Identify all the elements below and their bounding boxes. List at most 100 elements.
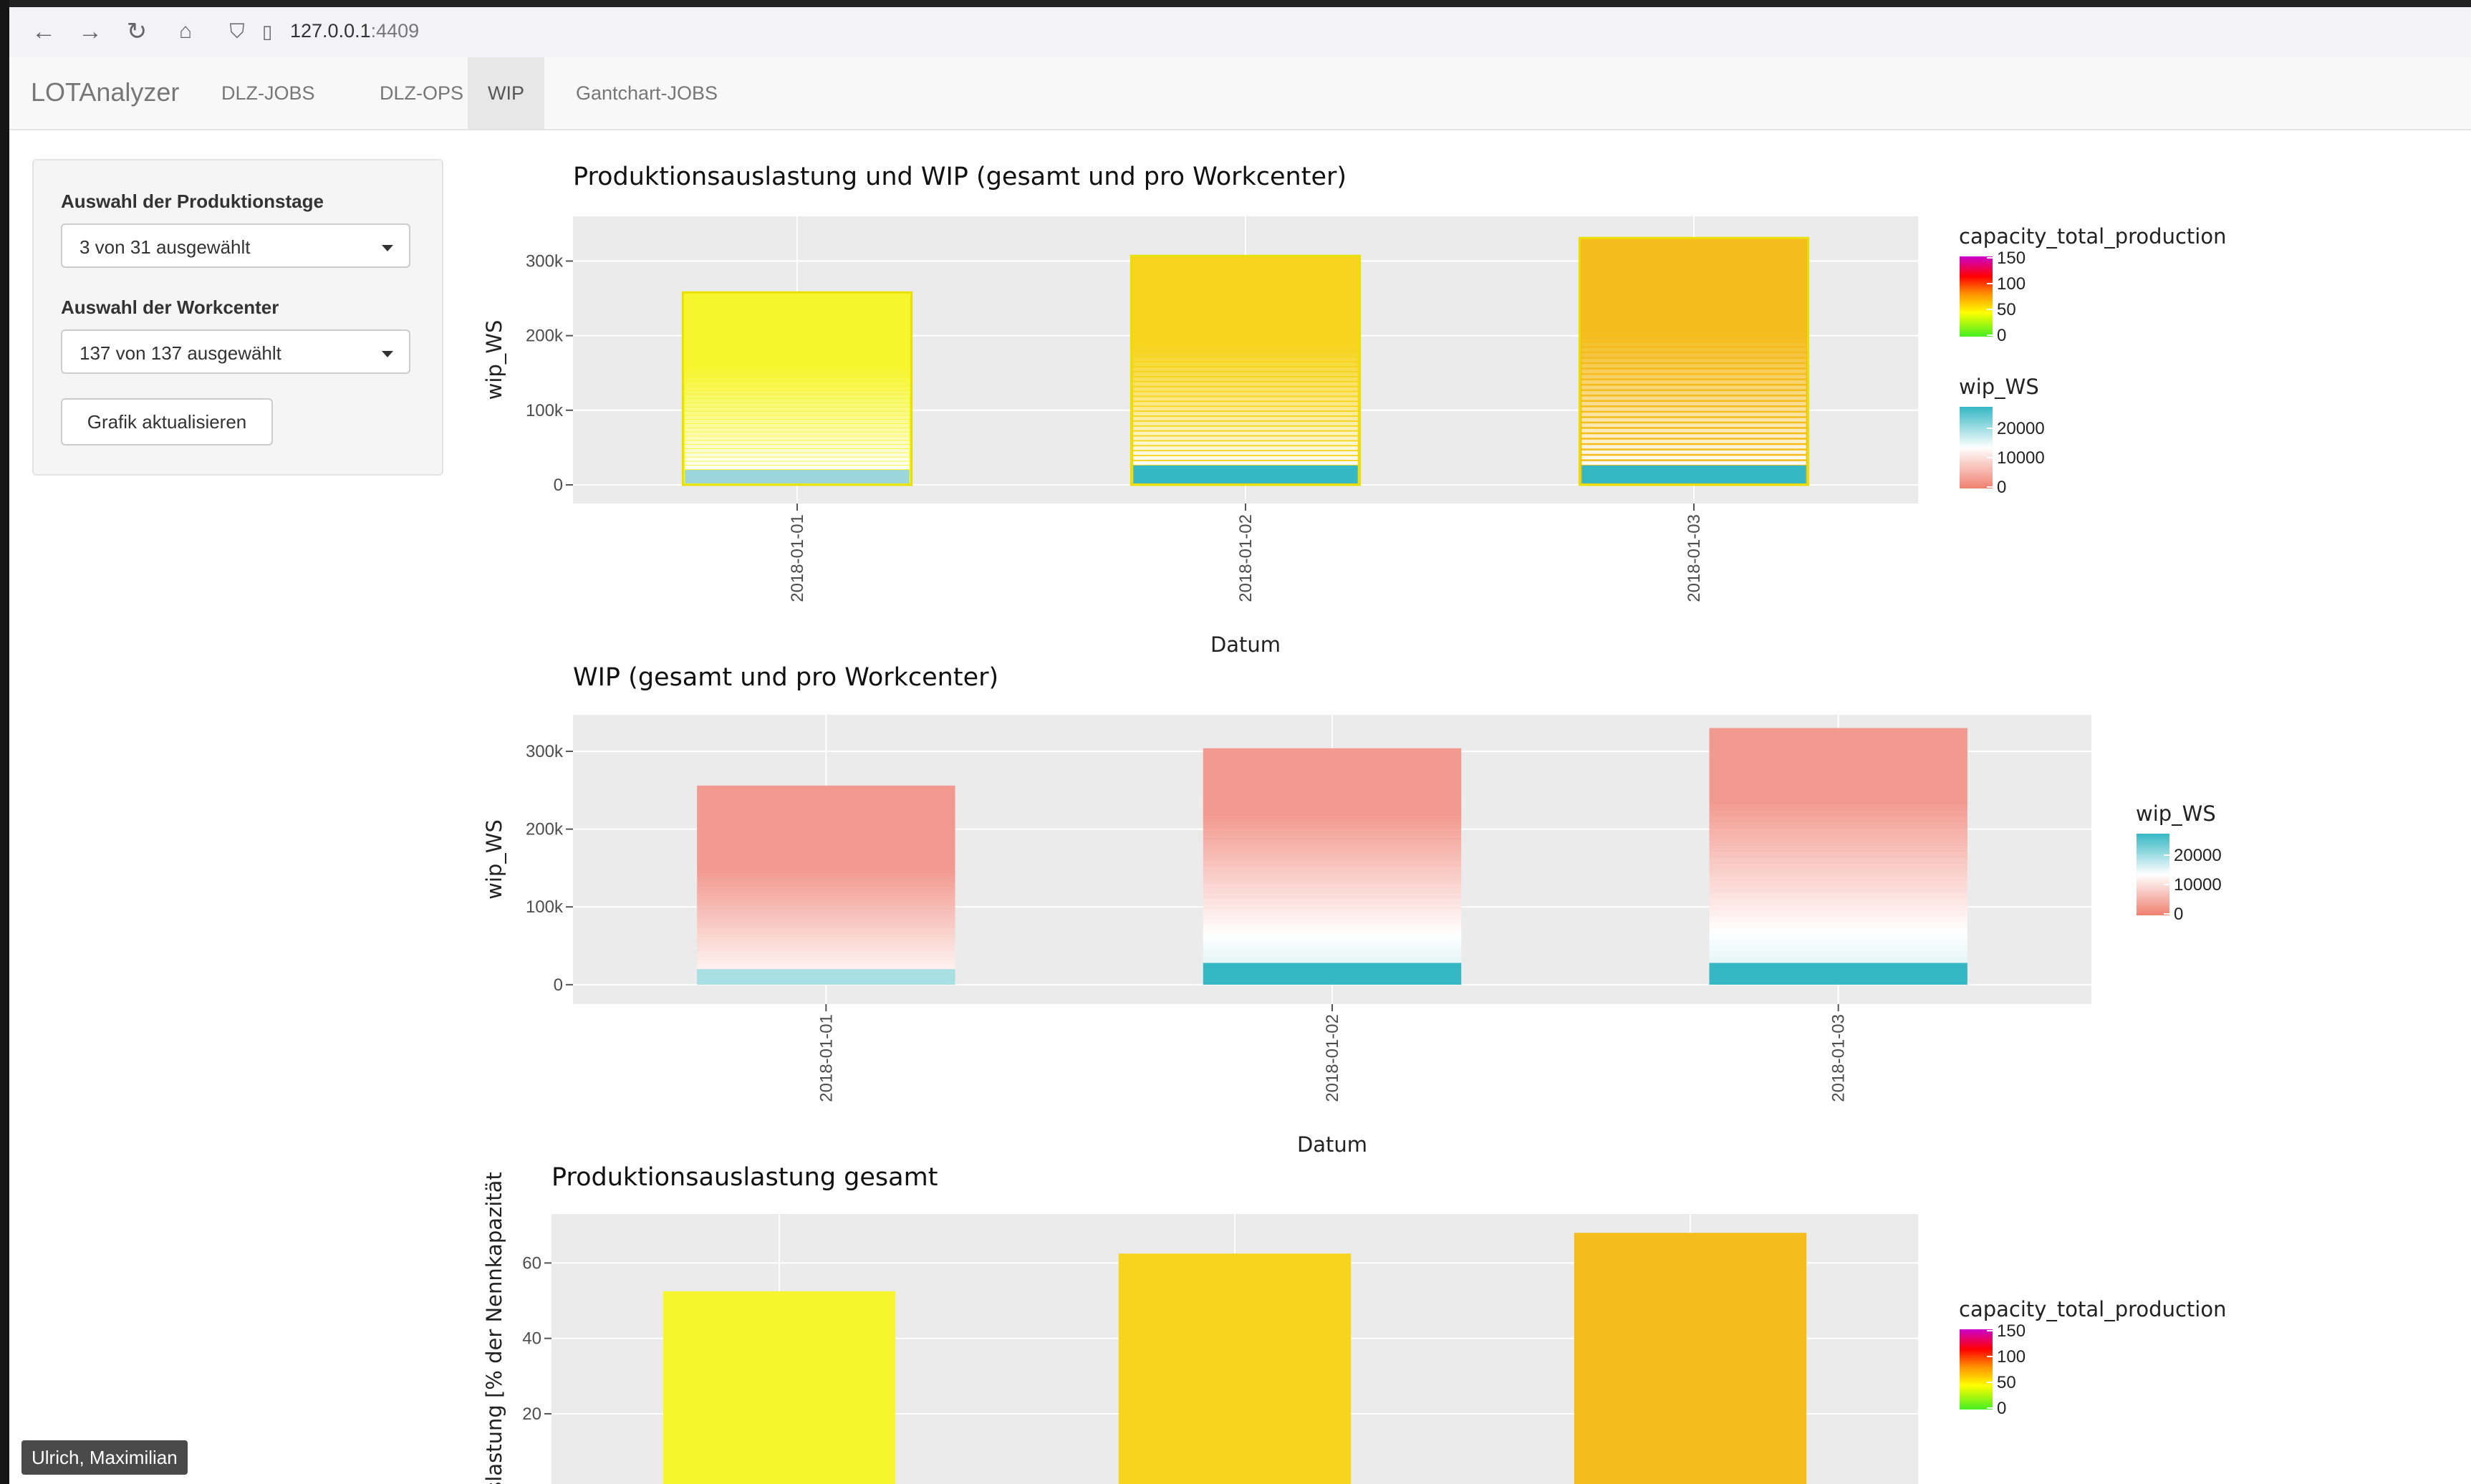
bar-segment <box>697 831 955 837</box>
bar-stripe <box>1581 369 1806 373</box>
bar-stripe <box>1581 434 1806 438</box>
bar-segment <box>697 923 955 929</box>
legend-colorbar-capacity <box>1960 256 1993 337</box>
bar-segment <box>1203 775 1462 781</box>
bar-segment <box>1203 801 1462 808</box>
bar-stripe <box>685 440 910 445</box>
caret-down-icon <box>382 351 393 357</box>
bar-total <box>681 291 913 486</box>
bar-segment <box>1709 751 1967 758</box>
bar-stripe <box>1133 436 1358 440</box>
y-tick-label: 300k <box>526 251 564 271</box>
tab-gantchart-jobs[interactable]: Gantchart-JOBS <box>576 82 718 104</box>
bar-segment <box>1203 930 1462 937</box>
bar-segment <box>697 946 955 952</box>
bar-segment <box>1709 880 1967 887</box>
bar-stripe <box>1581 380 1806 384</box>
sidebar-panel: Auswahl der Produktionstage 3 von 31 aus… <box>32 159 443 476</box>
bar-segment <box>697 845 955 851</box>
bar-stripe <box>685 377 910 382</box>
forward-arrow-icon[interactable]: → <box>78 18 102 45</box>
workcenter-label: Auswahl der Workcenter <box>61 297 279 318</box>
update-chart-button[interactable]: Grafik aktualisieren <box>61 398 273 445</box>
bar-stripe <box>685 386 910 390</box>
bar-segment <box>1203 855 1462 862</box>
bar-segment <box>1203 764 1462 771</box>
bar-stripe <box>685 457 910 461</box>
bar-stripe <box>1581 428 1806 433</box>
bar-stripe <box>1133 382 1358 386</box>
legend-tick-label: 100 <box>1997 274 2026 294</box>
home-icon[interactable]: ⌂ <box>178 19 193 43</box>
bar-stripe <box>1133 461 1358 465</box>
window-top-edge <box>9 0 2471 7</box>
legend-tick-label: 0 <box>1997 478 2006 497</box>
bar-stripe <box>1133 362 1358 367</box>
bar-stripe <box>1133 397 1358 401</box>
bar-stripe <box>1581 364 1806 368</box>
bar-stripe <box>1581 402 1806 406</box>
bar-segment <box>1709 827 1967 834</box>
bar-segment <box>1709 733 1967 741</box>
bar-segment <box>1709 728 1967 735</box>
bar-stripe <box>1581 418 1806 422</box>
chart-capacity-wip: Produktionsauslastung und WIP (gesamt un… <box>482 163 2226 657</box>
stacked-bar <box>681 291 913 486</box>
bar-segment <box>1203 758 1462 765</box>
bar-segment <box>1709 922 1967 928</box>
chart-title: Produktionsauslastung und WIP (gesamt un… <box>573 163 1347 191</box>
bar-segment <box>1709 810 1967 817</box>
bar-stripe <box>1133 441 1358 445</box>
bar-stripe <box>1133 451 1358 456</box>
tab-dlz-ops[interactable]: DLZ-OPS <box>380 82 464 104</box>
bar-segment <box>1709 781 1967 788</box>
bar-segment <box>697 817 955 823</box>
y-axis-label: slastung [% der Nennkapazität <box>482 1172 506 1484</box>
bar-stripe <box>685 403 910 407</box>
bar-segment <box>1709 822 1967 829</box>
tab-dlz-jobs[interactable]: DLZ-JOBS <box>221 82 315 104</box>
bar-segment <box>1709 768 1967 776</box>
shield-icon[interactable]: ⛉ <box>229 20 245 42</box>
bar <box>1574 1233 1807 1484</box>
legend-tick-label: 20000 <box>2174 846 2222 865</box>
bar-stripe <box>1133 426 1358 430</box>
bar-segment <box>697 836 955 842</box>
legend-tick-label: 50 <box>1997 1373 2016 1392</box>
bar-stripe <box>685 466 910 470</box>
url-bar[interactable]: 127.0.0.1:4409 <box>290 20 419 42</box>
bar-stripe <box>685 370 910 374</box>
bar-segment <box>697 813 955 819</box>
bar-segment <box>1709 863 1967 869</box>
y-tick-label: 20 <box>522 1404 541 1424</box>
app-brand[interactable]: LOTAnalyzer <box>31 77 180 107</box>
stacked-bar <box>1578 236 1810 486</box>
chart-title: Produktionsauslastung gesamt <box>551 1163 938 1192</box>
days-select[interactable]: 3 von 31 ausgewählt <box>61 223 410 268</box>
bar-stripe <box>1581 375 1806 379</box>
stacked-bar <box>1129 254 1362 486</box>
bar-segment <box>1709 851 1967 858</box>
legend-tick-label: 0 <box>1997 326 2006 345</box>
x-tick-label: 2018-01-03 <box>1685 514 1704 602</box>
reload-icon[interactable]: ↻ <box>126 18 148 45</box>
bar-stripe <box>1133 421 1358 425</box>
bar-stripe <box>685 407 910 411</box>
bar-segment <box>1203 957 1462 964</box>
workcenter-select[interactable]: 137 von 137 ausgewählt <box>61 329 410 374</box>
bar-segment <box>1709 786 1967 794</box>
legend-tick-label: 150 <box>1997 1321 2026 1341</box>
tab-wip[interactable]: WIP <box>468 57 544 129</box>
bar-segment <box>1709 915 1967 922</box>
bar-base-segment <box>1581 465 1806 483</box>
bar-stripe <box>1581 423 1806 428</box>
bar-segment <box>1203 946 1462 953</box>
bar-segment <box>1203 866 1462 872</box>
legend-colorbar-wip <box>1960 407 1993 488</box>
bar-segment <box>1709 775 1967 781</box>
bar-stripe <box>685 398 910 403</box>
bar <box>663 1291 896 1484</box>
bar-segment <box>1203 748 1462 754</box>
bar-segment <box>1709 746 1967 752</box>
back-arrow-icon[interactable]: ← <box>32 18 56 45</box>
